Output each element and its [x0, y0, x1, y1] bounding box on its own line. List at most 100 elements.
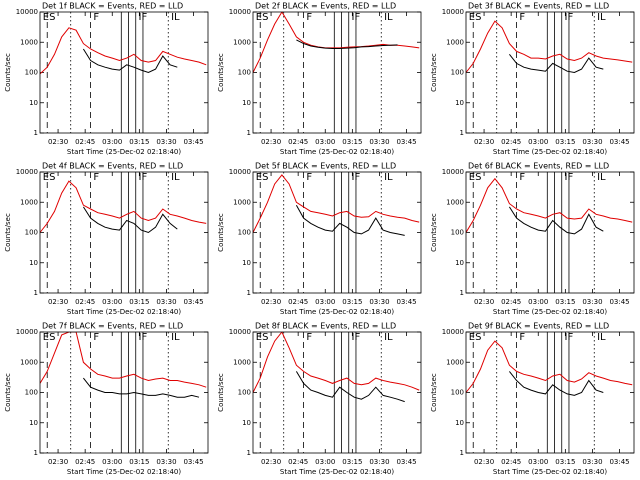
y-tick-label: 10 [29, 259, 38, 267]
y-tick-label: 10 [455, 259, 464, 267]
x-axis-label: Start Time (25-Dec-02 02:18:40) [280, 148, 394, 156]
y-tick-label: 100 [25, 229, 38, 237]
x-tick-label: 03:45 [609, 458, 629, 466]
event-label: F [93, 172, 99, 183]
x-tick-label: 02:45 [75, 138, 95, 146]
panel-title: Det 8f BLACK = Events, RED = LLD [255, 322, 396, 331]
event-label: F [519, 332, 525, 343]
panel-title: Det 9f BLACK = Events, RED = LLD [468, 322, 609, 331]
y-axis-label: Counts/sec [430, 373, 438, 412]
panel: Det 2f BLACK = Events, RED = LLD Start Ti… [217, 2, 422, 156]
x-tick-label: 03:00 [528, 298, 548, 306]
event-label: ES [469, 332, 482, 343]
y-tick-label: 10000 [442, 328, 464, 336]
x-tick-label: 03:45 [396, 138, 416, 146]
y-tick-label: 1 [34, 449, 38, 457]
x-tick-label: 03:00 [102, 138, 122, 146]
plot-frame [39, 171, 209, 294]
y-tick-label: 1000 [233, 38, 251, 46]
event-label: F [519, 172, 525, 183]
event-label: ES [43, 172, 56, 183]
y-tick-label: 1000 [233, 358, 251, 366]
x-tick-label: 02:30 [48, 458, 68, 466]
panel-title: Det 7f BLACK = Events, RED = LLD [42, 322, 183, 331]
x-tick-label: 03:45 [609, 138, 629, 146]
x-tick-label: 02:30 [474, 138, 494, 146]
y-axis-label: Counts/sec [217, 53, 225, 92]
x-tick-label: 03:15 [129, 298, 149, 306]
event-label: F [306, 172, 312, 183]
panel: Det 7f BLACK = Events, RED = LLD Start Ti… [4, 322, 209, 476]
event-label: ES [43, 12, 56, 23]
y-tick-label: 10 [242, 419, 251, 427]
y-tick-label: 1 [460, 129, 464, 137]
plot-frame [465, 171, 635, 294]
x-tick-label: 03:30 [582, 298, 602, 306]
x-tick-label: 02:45 [501, 458, 521, 466]
y-tick-label: 1 [247, 129, 251, 137]
x-tick-label: 02:45 [288, 298, 308, 306]
x-tick-label: 03:45 [609, 298, 629, 306]
series-line [466, 177, 633, 233]
y-tick-label: 100 [451, 69, 464, 77]
plot-frame [465, 331, 635, 454]
event-label: F [306, 12, 312, 23]
event-label: F [306, 332, 312, 343]
x-tick-label: 02:45 [501, 298, 521, 306]
panel-title: Det 2f BLACK = Events, RED = LLD [255, 2, 396, 11]
x-tick-label: 02:45 [288, 138, 308, 146]
y-tick-label: 1 [460, 449, 464, 457]
event-label: IF [139, 12, 148, 23]
x-tick-label: 02:30 [261, 138, 281, 146]
x-tick-label: 03:30 [156, 138, 176, 146]
event-label: IF [565, 12, 574, 23]
panel: Det 1f BLACK = Events, RED = LLD Start Ti… [4, 2, 209, 156]
x-tick-label: 03:15 [342, 298, 362, 306]
x-tick-label: 02:30 [48, 138, 68, 146]
x-tick-label: 03:15 [555, 458, 575, 466]
plot-frame [252, 171, 422, 294]
panel: Det 3f BLACK = Events, RED = LLD Start Ti… [430, 2, 635, 156]
x-tick-label: 03:00 [102, 298, 122, 306]
y-axis-label: Counts/sec [430, 53, 438, 92]
x-tick-label: 03:00 [528, 458, 548, 466]
y-axis-label: Counts/sec [430, 213, 438, 252]
y-tick-label: 100 [451, 389, 464, 397]
series-line [295, 204, 405, 236]
x-tick-label: 03:30 [582, 458, 602, 466]
panel: Det 8f BLACK = Events, RED = LLD Start Ti… [217, 322, 422, 476]
plot-frame [252, 11, 422, 134]
x-tick-label: 03:30 [369, 298, 389, 306]
y-tick-label: 100 [238, 389, 251, 397]
series-line [295, 371, 405, 403]
x-tick-label: 03:45 [183, 298, 203, 306]
event-label: IL [171, 332, 180, 343]
y-tick-label: 10000 [16, 8, 38, 16]
series-line [253, 332, 420, 393]
series-line [40, 332, 207, 388]
event-label: IL [597, 172, 606, 183]
y-tick-label: 10 [29, 99, 38, 107]
y-axis-label: Counts/sec [217, 373, 225, 412]
x-axis-label: Start Time (25-Dec-02 02:18:40) [67, 148, 181, 156]
event-label: IL [171, 172, 180, 183]
event-label: F [93, 332, 99, 343]
panel-title: Det 3f BLACK = Events, RED = LLD [468, 2, 609, 11]
panel-title: Det 6f BLACK = Events, RED = LLD [468, 162, 609, 171]
series-line [253, 174, 420, 233]
plot-frame [39, 331, 209, 454]
x-tick-label: 03:15 [129, 458, 149, 466]
x-tick-label: 02:45 [75, 298, 95, 306]
y-tick-label: 10000 [229, 168, 251, 176]
x-tick-label: 03:15 [342, 138, 362, 146]
y-tick-label: 10 [455, 419, 464, 427]
x-tick-label: 02:45 [288, 458, 308, 466]
x-tick-label: 03:45 [183, 138, 203, 146]
x-tick-label: 03:15 [129, 138, 149, 146]
x-tick-label: 03:15 [555, 298, 575, 306]
series-line [40, 180, 207, 233]
y-tick-label: 10000 [16, 168, 38, 176]
y-tick-label: 1 [34, 129, 38, 137]
